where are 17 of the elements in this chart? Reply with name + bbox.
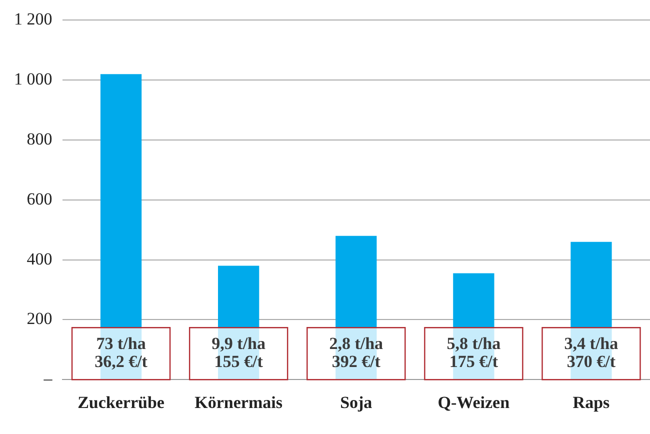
annotation: 2,8 t/ha 392 €/t (329, 334, 384, 371)
y-tick-label: 1 000 (14, 70, 52, 89)
y-tick-label: 800 (26, 129, 52, 148)
y-tick-label: 200 (26, 309, 52, 328)
annotation: 3,4 t/ha 370 €/t (564, 334, 619, 371)
x-tick-label: Soja (340, 393, 373, 412)
x-tick-label: Raps (572, 393, 610, 412)
y-tick-label: 1 200 (14, 10, 52, 29)
y-tick-label: 600 (26, 189, 52, 208)
annotation: 73 t/ha 36,2 €/t (94, 334, 148, 371)
x-tick-label: Q-Weizen (438, 393, 510, 412)
x-tick-label: Körnermais (194, 393, 283, 412)
annotation: 5,8 t/ha 175 €/t (446, 334, 502, 371)
x-tick-label: Zuckerrübe (78, 393, 165, 412)
y-tick-label: – (42, 369, 53, 388)
y-tick-label: 400 (26, 249, 52, 268)
annotation: 9,9 t/ha 155 €/t (212, 334, 266, 371)
